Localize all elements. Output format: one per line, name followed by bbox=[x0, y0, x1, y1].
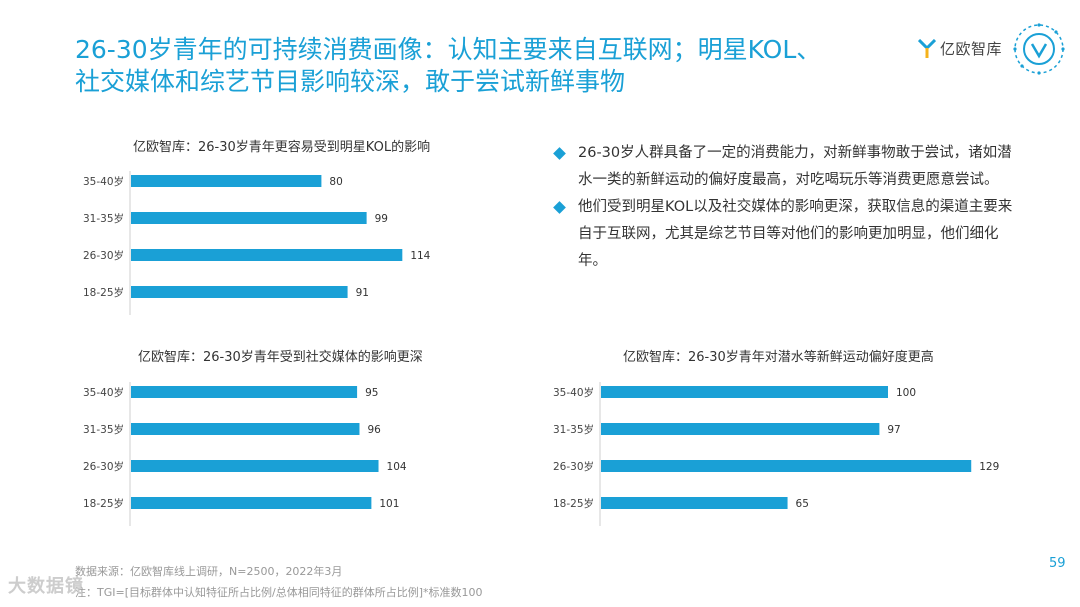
company-logo: 亿欧智库 bbox=[918, 38, 1002, 59]
chart-plot: 35-40岁 95 31-35岁 96 26-30岁 104 18-25岁 101 bbox=[83, 382, 407, 526]
chart-plot: 35-40岁 100 31-35岁 97 26-30岁 129 18-25岁 65 bbox=[553, 382, 999, 526]
bar-value-label: 91 bbox=[356, 287, 369, 299]
title-line-1: 26-30岁青年的可持续消费画像：认知主要来自互联网；明星KOL、 bbox=[75, 35, 822, 64]
category-tick-label: 35-40岁 bbox=[83, 386, 124, 399]
bar-value-label: 114 bbox=[410, 250, 430, 262]
bar-value-label: 97 bbox=[887, 424, 900, 436]
category-tick-label: 26-30岁 bbox=[553, 460, 594, 473]
bar bbox=[131, 460, 379, 472]
category-tick-label: 35-40岁 bbox=[83, 175, 124, 188]
bar bbox=[131, 497, 372, 509]
bar-value-label: 101 bbox=[379, 498, 399, 510]
chart-plot: 35-40岁 80 31-35岁 99 26-30岁 114 18-25岁 91 bbox=[83, 171, 431, 315]
insight-list: 26-30岁人群具备了一定的消费能力，对新鲜事物敢于尝试，诸如潜水一类的新鲜运动… bbox=[552, 140, 1022, 275]
bar bbox=[131, 386, 358, 398]
bar bbox=[131, 212, 367, 224]
bar-value-label: 99 bbox=[375, 213, 388, 225]
bar-value-label: 80 bbox=[329, 176, 342, 188]
title-line-2: 社交媒体和综艺节目影响较深，敢于尝试新鲜事物 bbox=[75, 67, 626, 96]
bar bbox=[131, 423, 360, 435]
page-title: 26-30岁青年的可持续消费画像：认知主要来自互联网；明星KOL、 社交媒体和综… bbox=[75, 34, 895, 98]
chart-kol-influence: 亿欧智库：26-30岁青年更容易受到明星KOL的影响 35-40岁 80 31-35… bbox=[75, 130, 515, 320]
category-tick-label: 31-35岁 bbox=[83, 212, 124, 225]
category-tick-label: 18-25岁 bbox=[553, 497, 594, 510]
bar-value-label: 129 bbox=[979, 461, 999, 473]
insight-item: 26-30岁人群具备了一定的消费能力，对新鲜事物敢于尝试，诸如潜水一类的新鲜运动… bbox=[552, 140, 1022, 194]
bar bbox=[601, 386, 888, 398]
category-tick-label: 31-35岁 bbox=[553, 423, 594, 436]
bar bbox=[131, 249, 403, 261]
chart-social-media-influence: 亿欧智库：26-30岁青年受到社交媒体的影响更深 35-40岁 95 31-35岁 9… bbox=[75, 340, 515, 530]
diamond-bullet-icon bbox=[553, 201, 566, 214]
category-tick-label: 26-30岁 bbox=[83, 460, 124, 473]
category-tick-label: 26-30岁 bbox=[83, 249, 124, 262]
chart-title: 亿欧智库：26-30岁青年对潜水等新鲜运动偏好度更高 bbox=[623, 350, 934, 365]
logo-mark-icon bbox=[918, 38, 936, 58]
chart-new-sports-preference: 亿欧智库：26-30岁青年对潜水等新鲜运动偏好度更高 35-40岁 100 31-3… bbox=[545, 340, 1015, 530]
watermark: 大数据镜 bbox=[8, 576, 84, 597]
bar-value-label: 100 bbox=[896, 387, 916, 399]
category-tick-label: 35-40岁 bbox=[553, 386, 594, 399]
category-tick-label: 18-25岁 bbox=[83, 286, 124, 299]
insight-text: 26-30岁人群具备了一定的消费能力，对新鲜事物敢于尝试，诸如潜水一类的新鲜运动… bbox=[578, 145, 1012, 188]
chart-title: 亿欧智库：26-30岁青年受到社交媒体的影响更深 bbox=[138, 350, 423, 365]
bar bbox=[601, 497, 788, 509]
chart-title: 亿欧智库：26-30岁青年更容易受到明星KOL的影响 bbox=[133, 140, 431, 155]
bar-value-label: 95 bbox=[365, 387, 378, 399]
bar bbox=[131, 175, 322, 187]
category-tick-label: 18-25岁 bbox=[83, 497, 124, 510]
bar-value-label: 65 bbox=[796, 498, 809, 510]
insight-item: 他们受到明星KOL以及社交媒体的影响更深，获取信息的渠道主要来自于互联网，尤其是… bbox=[552, 194, 1022, 275]
footnote: 注：TGI=[目标群体中认知特征所占比例/总体相同特征的群体所占比例]*标准数1… bbox=[75, 586, 483, 599]
bar bbox=[601, 423, 880, 435]
insight-text: 他们受到明星KOL以及社交媒体的影响更深，获取信息的渠道主要来自于互联网，尤其是… bbox=[578, 199, 1013, 269]
bar bbox=[601, 460, 972, 472]
bar-value-label: 96 bbox=[367, 424, 381, 436]
logo-text: 亿欧智库 bbox=[940, 40, 1003, 58]
bar-value-label: 104 bbox=[387, 461, 407, 473]
category-tick-label: 31-35岁 bbox=[83, 423, 124, 436]
data-source: 数据来源：亿欧智库线上调研，N=2500，2022年3月 bbox=[75, 565, 343, 578]
bar bbox=[131, 286, 348, 298]
page-number: 59 bbox=[1049, 556, 1066, 571]
diamond-bullet-icon bbox=[553, 147, 566, 160]
goal-badge-icon bbox=[1013, 23, 1065, 75]
